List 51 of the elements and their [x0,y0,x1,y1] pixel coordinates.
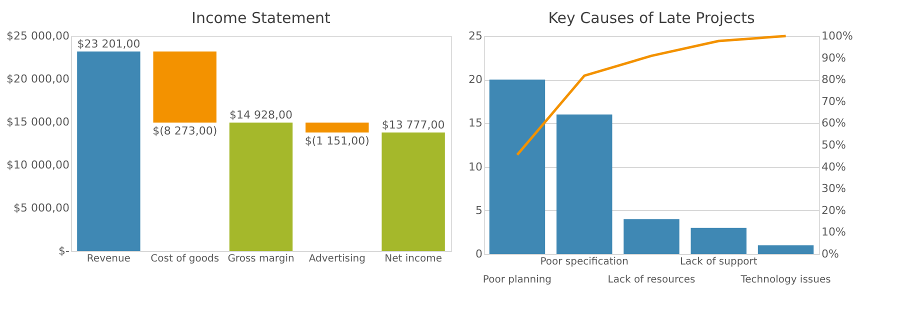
y2-tick-label: 90% [822,51,846,64]
bar [624,219,680,254]
data-label: $23 201,00 [77,37,140,50]
chart-title: Key Causes of Late Projects [548,9,755,27]
y-tick-label: $25 000,00 [6,30,70,42]
bar [382,132,445,251]
bar [153,51,216,123]
y2-tick-label: 20% [822,204,846,217]
y-tick-label: $- [58,244,70,258]
data-label: $13 777,00 [382,118,445,132]
y-tick-label: $15 000,00 [6,116,70,128]
y-tick-label: 20 [468,73,482,86]
data-label: $(8 273,00) [152,124,218,138]
y-tick-label: 25 [468,30,482,42]
y2-tick-label: 70% [822,94,846,108]
y-tick-label: 0 [476,248,482,260]
y2-tick-label: 50% [822,138,846,152]
y2-tick-label: 60% [822,116,846,130]
y2-tick-label: 10% [822,226,846,239]
bar [556,114,612,254]
data-label: $(1 151,00) [304,134,370,148]
x-tick-label: Poor planning [482,274,552,286]
y2-tick-label: 100% [822,30,853,42]
x-tick-label: Revenue [86,254,130,264]
y-tick-label: $20 000,00 [6,72,70,86]
y2-tick-label: 40% [822,160,846,174]
y-tick-label: 10 [468,160,482,174]
bar [758,245,814,254]
y2-tick-label: 0% [822,248,839,260]
y-tick-label: 15 [468,116,482,130]
bar [690,228,746,254]
y-tick-label: 5 [476,204,482,217]
x-tick-label: Lack of support [680,256,758,268]
x-tick-label: Technology issues [740,274,831,286]
y-tick-label: $5 000,00 [14,202,70,214]
x-tick-label: Lack of resources [608,274,696,286]
bar [489,80,546,254]
bar [229,122,293,251]
x-tick-label: Advertising [308,254,366,264]
x-tick-label: Net income [384,254,442,264]
x-tick-label: Gross margin [228,254,294,264]
bar [306,122,369,133]
x-tick-label: Cost of goods [150,254,220,264]
data-label: $14 928,00 [230,108,292,122]
bar [77,51,140,251]
y-tick-label: $10 000,00 [6,158,70,172]
y2-tick-label: 80% [822,73,846,86]
chart-title: Income Statement [192,9,331,27]
x-tick-label: Poor specification [540,256,629,268]
y2-tick-label: 30% [822,182,846,196]
line-series [516,34,788,156]
